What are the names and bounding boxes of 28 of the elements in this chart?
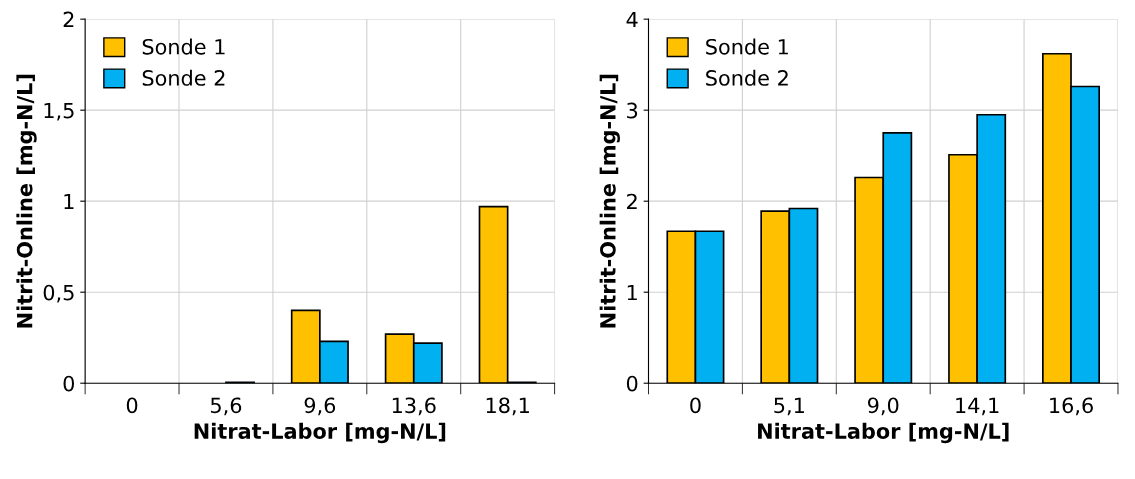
x-tick-label: 9,6 <box>304 397 336 416</box>
x-tick-label: 14,1 <box>956 397 999 416</box>
y-tick-label: 1 <box>64 193 74 210</box>
y-tick-label: 3 <box>627 102 638 119</box>
x-tick-label: 16,6 <box>1050 397 1093 416</box>
y-axis-title: Nitrit-Online [mg-N/L] <box>599 74 620 328</box>
y-tick-label: 4 <box>626 11 638 28</box>
y-tick-label: 0,5 <box>43 284 74 303</box>
y-axis-title: Nitrit-Online [mg-N/L] <box>16 74 37 328</box>
x-axis-title: Nitrat-Labor [mg-N/L] <box>758 422 1009 444</box>
y-tick-label: 0 <box>626 375 638 392</box>
x-axis-title: Nitrat-Labor [mg-N/L] <box>194 422 446 444</box>
x-tick-label: 5,1 <box>774 397 804 416</box>
y-tick-label: 2 <box>63 11 74 28</box>
legend-label: Sonde 2 <box>142 69 225 86</box>
x-tick-label: 18,1 <box>486 397 529 416</box>
y-tick-label: 1,5 <box>44 102 74 121</box>
x-tick-label: 9,0 <box>867 397 899 416</box>
x-tick-label: 5,6 <box>211 397 242 416</box>
x-tick-label: 0 <box>690 397 701 414</box>
y-tick-label: 1 <box>627 284 637 301</box>
x-tick-label: 0 <box>126 397 138 414</box>
legend-label: Sonde 2 <box>706 69 788 86</box>
x-tick-label: 13,6 <box>392 397 436 416</box>
legend-label: Sonde 1 <box>142 38 225 55</box>
legend-label: Sonde 1 <box>706 38 788 55</box>
y-tick-label: 0 <box>63 375 75 392</box>
y-tick-label: 2 <box>627 193 637 210</box>
